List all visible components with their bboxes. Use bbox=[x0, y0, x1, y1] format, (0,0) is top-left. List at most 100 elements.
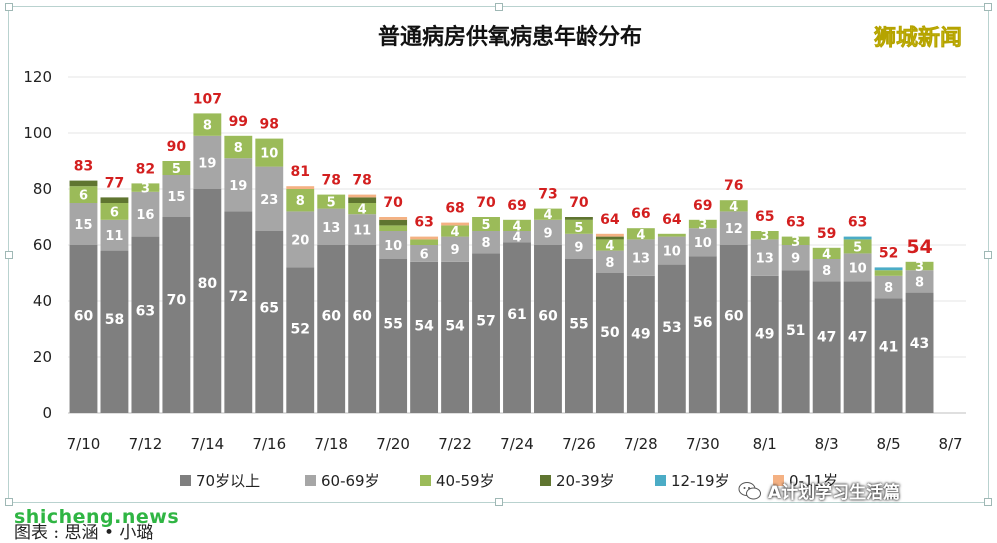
resize-handle-ml[interactable] bbox=[5, 251, 13, 259]
data-label: 5 bbox=[327, 196, 336, 211]
data-label: 13 bbox=[756, 252, 774, 267]
data-label: 3 bbox=[760, 229, 769, 244]
resize-handle-bc[interactable] bbox=[495, 498, 503, 506]
resize-handle-tr[interactable] bbox=[984, 3, 992, 11]
bar-segment bbox=[162, 175, 191, 217]
data-label: 4 bbox=[729, 200, 738, 215]
total-label: 78 bbox=[321, 173, 340, 189]
data-label: 70 bbox=[167, 292, 187, 308]
brand-logo-text: 狮城新闻 bbox=[874, 26, 963, 52]
bar-segment bbox=[379, 231, 408, 259]
bar-segment bbox=[812, 247, 841, 259]
bar-segment bbox=[905, 261, 934, 271]
x-tick-label: 8/5 bbox=[877, 435, 901, 453]
y-tick-label: 60 bbox=[33, 236, 52, 254]
bar-segment bbox=[719, 200, 748, 212]
data-label: 54 bbox=[414, 318, 434, 334]
resize-handle-tc[interactable] bbox=[495, 3, 503, 11]
x-tick-label: 7/28 bbox=[624, 435, 658, 453]
data-label: 9 bbox=[791, 252, 800, 267]
bar-segment bbox=[534, 208, 562, 220]
legend-label: 0-11岁 bbox=[789, 472, 838, 490]
legend-item[interactable]: 12-19岁 bbox=[655, 472, 730, 490]
data-label: 13 bbox=[322, 221, 340, 236]
bar-segment bbox=[255, 166, 284, 231]
bar-segment bbox=[843, 236, 872, 240]
total-label: 78 bbox=[352, 173, 371, 189]
resize-handle-bl[interactable] bbox=[5, 498, 13, 506]
bar-segment bbox=[410, 239, 439, 245]
bar-segment bbox=[224, 135, 253, 159]
bar-segment bbox=[441, 236, 470, 262]
data-label: 19 bbox=[198, 156, 216, 171]
bar-segment bbox=[348, 203, 377, 215]
total-label: 83 bbox=[74, 159, 93, 175]
bar-segment bbox=[781, 236, 810, 245]
bar-segment bbox=[781, 270, 810, 413]
data-label: 72 bbox=[229, 289, 248, 305]
bar-segment bbox=[874, 267, 903, 271]
bar-stack: 47 8 4 59 bbox=[812, 226, 841, 413]
bar-segment bbox=[564, 259, 593, 413]
bar-segment bbox=[843, 253, 872, 282]
data-label: 11 bbox=[353, 224, 371, 239]
data-label: 4 bbox=[822, 247, 831, 262]
total-label: 90 bbox=[167, 139, 187, 155]
legend-swatch bbox=[773, 475, 784, 486]
data-label: 55 bbox=[383, 317, 402, 333]
bar-segment bbox=[657, 264, 686, 413]
total-label: 54 bbox=[906, 236, 932, 258]
data-label: 60 bbox=[538, 309, 558, 325]
y-tick-label: 80 bbox=[33, 180, 52, 198]
data-label: 60 bbox=[321, 309, 341, 325]
legend-item[interactable]: 70岁以上 bbox=[180, 472, 260, 490]
x-tick-label: 7/30 bbox=[686, 435, 720, 453]
resize-handle-tl[interactable] bbox=[5, 3, 13, 11]
bar-stack: 80 19 8 107 bbox=[193, 91, 222, 413]
data-label: 15 bbox=[74, 218, 92, 233]
legend-item[interactable]: 20-39岁 bbox=[540, 472, 615, 490]
data-label: 60 bbox=[352, 309, 372, 325]
legend-item[interactable]: 40-59岁 bbox=[420, 472, 495, 490]
bar-segment bbox=[719, 245, 748, 413]
bar-stack: 52 20 8 81 bbox=[286, 164, 315, 413]
bar-segment bbox=[348, 214, 377, 245]
bar-segment bbox=[719, 211, 748, 245]
data-label: 53 bbox=[662, 320, 681, 336]
bar-stack: 60 12 4 76 bbox=[719, 178, 748, 413]
data-label: 4 bbox=[636, 228, 645, 243]
x-tick-label: 7/20 bbox=[376, 435, 410, 453]
resize-handle-mr[interactable] bbox=[984, 251, 992, 259]
data-label: 61 bbox=[507, 307, 526, 323]
total-label: 64 bbox=[662, 212, 682, 228]
data-label: 13 bbox=[632, 252, 650, 267]
x-tick-label: 7/12 bbox=[129, 435, 163, 453]
bar-stack: 60 11 4 78 bbox=[348, 173, 377, 413]
bar-stack: 60 15 6 83 bbox=[69, 159, 98, 413]
resize-handle-br[interactable] bbox=[984, 498, 992, 506]
bar-segment bbox=[348, 194, 377, 198]
bar-segment bbox=[410, 261, 439, 413]
data-label: 60 bbox=[74, 309, 94, 325]
bar-stack: 60 13 5 78 bbox=[317, 173, 346, 413]
x-tick-label: 7/16 bbox=[252, 435, 286, 453]
data-label: 54 bbox=[445, 318, 465, 334]
bar-segment bbox=[534, 245, 562, 413]
data-label: 5 bbox=[853, 240, 862, 255]
total-label: 76 bbox=[724, 178, 743, 194]
bar-segment bbox=[348, 245, 377, 413]
data-label: 50 bbox=[600, 325, 620, 341]
bar-stack: 49 13 4 66 bbox=[626, 206, 655, 413]
data-label: 56 bbox=[693, 315, 712, 331]
total-label: 70 bbox=[476, 195, 496, 211]
data-label: 10 bbox=[260, 147, 278, 162]
legend-item[interactable]: 0-11岁 bbox=[773, 472, 838, 490]
data-label: 15 bbox=[167, 190, 185, 205]
x-tick-label: 8/3 bbox=[815, 435, 839, 453]
legend-swatch bbox=[540, 475, 551, 486]
bar-segment bbox=[564, 233, 593, 259]
bar-segment bbox=[595, 273, 624, 413]
bar-stack: 60 9 4 73 bbox=[534, 187, 562, 413]
legend-item[interactable]: 60-69岁 bbox=[305, 472, 380, 490]
x-tick-label: 7/24 bbox=[500, 435, 534, 453]
